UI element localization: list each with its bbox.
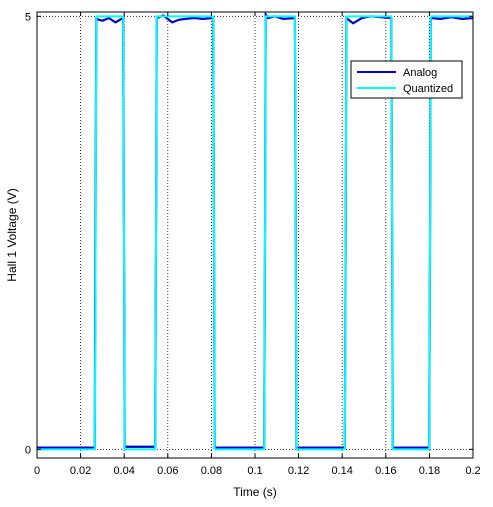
x-tick-label: 0.06 [157, 465, 178, 477]
legend-box [350, 60, 463, 99]
x-tick-label: 0.2 [465, 465, 480, 477]
x-tick-label: 0.02 [70, 465, 91, 477]
y-axis-label: Hall 1 Voltage (V) [5, 188, 19, 281]
series-line-quantized [37, 15, 473, 451]
legend: Analog Quantized [350, 60, 463, 99]
y-tick-label: 0 [25, 444, 31, 456]
legend-label-quantized: Quantized [403, 83, 453, 95]
series-layer [37, 11, 474, 451]
x-axis-label: Time (s) [233, 485, 277, 499]
ticks: 0 0.02 0.04 0.06 0.08 0.1 0.12 0.14 0.16 0.18 0.2 0… [25, 11, 481, 477]
x-tick-label: 0.04 [113, 465, 134, 477]
x-tick-label: 0 [34, 465, 40, 477]
y-tick-label: 5 [25, 11, 31, 23]
x-tick-label: 0.12 [288, 465, 309, 477]
x-tick-label: 0.08 [201, 465, 222, 477]
x-tick-label: 0.14 [331, 465, 352, 477]
x-tick-label: 0.18 [419, 465, 440, 477]
legend-label-analog: Analog [403, 67, 437, 79]
x-tick-label: 0.1 [247, 465, 262, 477]
x-tick-label: 0.16 [375, 465, 396, 477]
